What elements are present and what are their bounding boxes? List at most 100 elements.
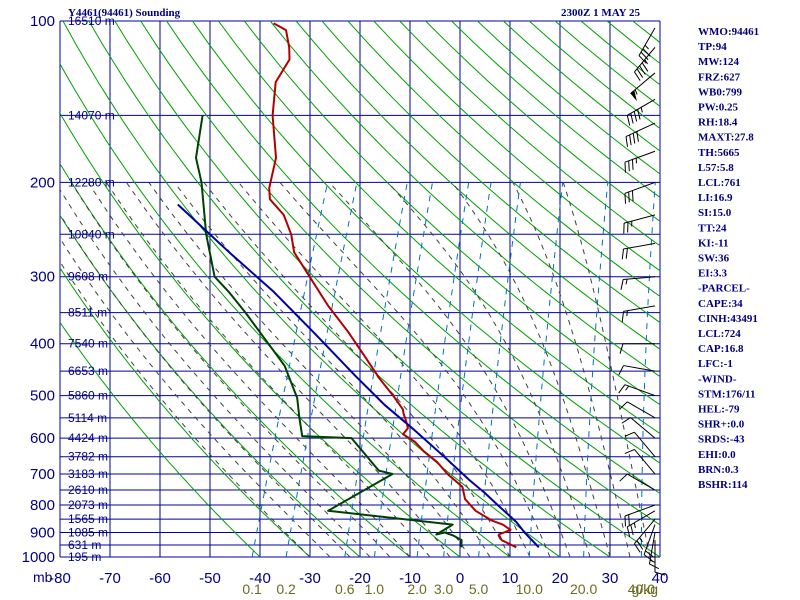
wind-barb-flag xyxy=(636,131,639,142)
wind-barb-halfflag xyxy=(640,107,643,113)
index-label: LI:16.9 xyxy=(698,192,733,204)
wind-barb-flag xyxy=(619,343,624,354)
mixing-ratio-line xyxy=(528,182,564,557)
pressure-tick-label: 500 xyxy=(30,388,55,405)
mixing-ratio-tick-label: 2.0 xyxy=(407,581,427,597)
wind-barb xyxy=(621,242,656,260)
height-label: 5114 m xyxy=(68,411,107,425)
wind-barb-flag xyxy=(624,162,627,173)
wind-barb xyxy=(624,150,656,173)
index-label: PW:0.25 xyxy=(698,102,739,114)
dry-adiabat-line xyxy=(166,21,660,495)
wind-barb-staff xyxy=(627,98,656,116)
mixing-ratio-tick-label: 1.0 xyxy=(365,581,385,597)
index-label: SHR+:0.0 xyxy=(698,419,745,431)
mixing-ratio-line xyxy=(251,182,329,557)
wind-barb-flag xyxy=(631,190,634,202)
wind-barb xyxy=(621,417,656,439)
mixing-ratio-line xyxy=(443,182,492,557)
pressure-tick-label: 1000 xyxy=(22,549,55,566)
wind-barb-flag xyxy=(625,136,629,147)
height-label: 1085 m xyxy=(68,525,108,539)
moist-adiabat-line xyxy=(125,182,451,557)
dewpoint-profile-line xyxy=(195,115,463,548)
wind-barb-flag xyxy=(626,115,631,126)
mixing-ratio-line xyxy=(583,182,609,557)
wind-barb-flag xyxy=(618,384,626,394)
wind-barb-flag xyxy=(619,401,628,410)
wind-barb xyxy=(619,473,656,491)
wind-barb-flag xyxy=(628,160,630,172)
wind-barb-staff xyxy=(638,27,656,56)
dry-adiabat-line xyxy=(554,21,660,108)
wind-barb xyxy=(634,518,656,553)
chart-datetime: 2300Z 1 MAY 25 xyxy=(561,7,640,19)
mixing-ratio-tick-label: 20.0 xyxy=(570,581,597,597)
height-label: 1565 m xyxy=(68,512,108,526)
pressure-tick-label: 400 xyxy=(30,336,55,353)
grid-layer xyxy=(59,20,661,558)
wind-barb xyxy=(618,365,656,376)
height-label: 16510 m xyxy=(68,14,115,28)
index-label: -PARCEL- xyxy=(698,283,750,295)
wind-barb-halfflag xyxy=(644,59,648,65)
mixing-ratio-line xyxy=(640,182,656,557)
wind-barb-staff xyxy=(634,449,656,475)
pressure-tick-label: 100 xyxy=(30,13,55,30)
parcel-path-line xyxy=(177,203,540,548)
height-label: 4424 m xyxy=(68,431,108,445)
moist-adiabat-line xyxy=(279,182,551,557)
wind-barb xyxy=(624,504,656,527)
index-label: WB0:799 xyxy=(698,86,743,98)
moist-adiabat-line xyxy=(512,182,631,557)
moist-adiabat-line xyxy=(105,182,431,557)
wind-barb-flag xyxy=(641,62,649,72)
wind-barb-flag xyxy=(620,279,624,290)
index-label: FRZ:627 xyxy=(698,71,741,83)
moist-adiabat-line xyxy=(329,182,571,557)
chart-title: Y4461(94461) Sounding xyxy=(68,7,181,19)
dry-adiabat-line xyxy=(580,21,660,86)
pressure-tick-label: 900 xyxy=(30,524,55,541)
index-label: KI:-11 xyxy=(698,237,729,249)
wind-barb-flag xyxy=(639,65,646,75)
wind-barb xyxy=(626,98,656,126)
wind-barb-flag xyxy=(618,365,624,376)
wind-barb xyxy=(619,401,656,419)
height-label: 8511 m xyxy=(68,306,107,320)
wind-barb xyxy=(624,181,656,204)
wind-barbs-layer xyxy=(618,27,666,576)
moist-adiabat-line xyxy=(238,182,531,557)
dry-adiabat-line xyxy=(347,21,660,297)
wind-barb-staff xyxy=(648,532,656,565)
wind-barb-staff xyxy=(623,276,656,281)
index-label: SW:36 xyxy=(698,253,730,265)
dry-adiabat-line xyxy=(373,21,660,272)
temperature-tick-label: 20 xyxy=(552,570,569,587)
wind-barb-staff xyxy=(623,242,656,250)
wind-barb-flag xyxy=(634,71,641,81)
index-label: SRDS:-43 xyxy=(698,434,745,446)
mixing-ratio-tick-label: 5.0 xyxy=(469,581,489,597)
wind-barb xyxy=(634,47,656,81)
height-label: 2073 m xyxy=(68,498,108,512)
dry-adiabat-line xyxy=(243,21,660,406)
wind-barb-flag xyxy=(631,159,634,170)
index-label: LCL:724 xyxy=(698,328,741,340)
wind-barb-staff xyxy=(624,181,656,194)
wind-barb-flag xyxy=(621,248,624,260)
pressure-tick-label: 200 xyxy=(30,174,55,191)
wind-barb-staff xyxy=(634,518,656,545)
wind-barb-flag xyxy=(628,191,630,203)
pressure-unit-label: mb xyxy=(33,569,53,585)
height-label: 10840 m xyxy=(68,227,115,241)
wind-barb-flag xyxy=(624,431,635,437)
wind-barb-flag xyxy=(624,193,627,204)
mixing-ratio-tick-label: 0.1 xyxy=(242,581,262,597)
moist-adiabat-line xyxy=(451,182,611,557)
temperature-tick-label: -20 xyxy=(349,570,371,587)
dry-adiabat-line xyxy=(502,21,660,152)
temperature-tick-label: 40 xyxy=(652,570,669,587)
index-label: L57:5.8 xyxy=(698,162,734,174)
dry-adiabat-line xyxy=(295,21,660,350)
